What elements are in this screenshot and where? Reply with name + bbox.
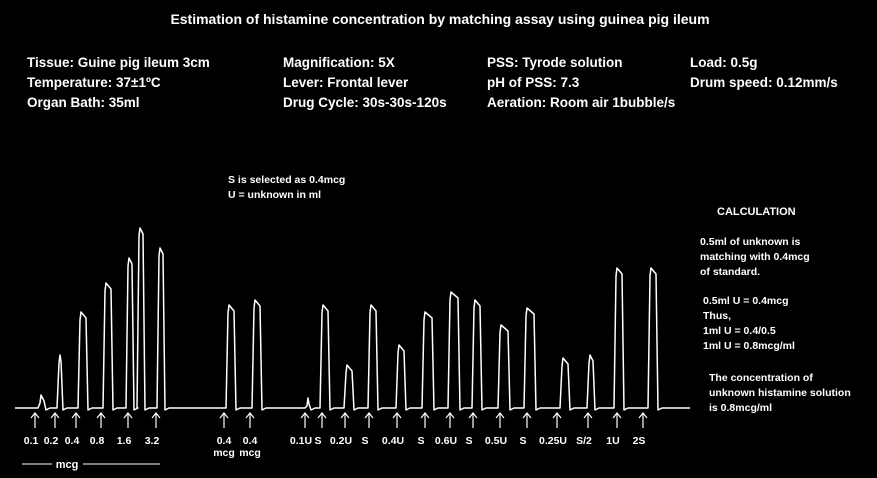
dose-label: S <box>417 435 424 447</box>
calculation-line: matching with 0.4mcg <box>700 251 810 263</box>
calculation-line: is 0.8mcg/ml <box>709 402 772 414</box>
group-label: mcg <box>56 459 79 471</box>
dose-label: 2S <box>633 435 646 447</box>
calculation-title: CALCULATION <box>717 206 796 218</box>
dose-label: mcg <box>213 447 235 459</box>
dose-label: 1.6 <box>117 435 132 447</box>
recording-page: Estimation of histamine concentration by… <box>0 0 877 478</box>
parameter: Tissue: Guine pig ileum 3cm <box>27 55 210 70</box>
calculation-line: Thus, <box>703 310 731 322</box>
dose-label: 1U <box>606 435 619 447</box>
calculation-line: 1ml U = 0.4/0.5 <box>703 325 776 337</box>
title: Estimation of histamine concentration by… <box>170 11 709 27</box>
dose-label: 0.4 <box>65 435 80 447</box>
calculation-line: unknown histamine solution <box>709 387 851 399</box>
dose-label: 0.5U <box>485 435 507 447</box>
dose-label: 0.1 <box>24 435 39 447</box>
dose-label: 0.4 <box>217 435 232 447</box>
calculation-line: 0.5ml of unknown is <box>700 236 801 248</box>
dose-label: 0.8 <box>90 435 105 447</box>
dose-label: S <box>465 435 472 447</box>
calculation-line: 1ml U = 0.8mcg/ml <box>703 340 795 352</box>
dose-label: 0.4U <box>382 435 404 447</box>
note-line: S is selected as 0.4mcg <box>228 174 345 186</box>
parameter: Aeration: Room air 1bubble/s <box>487 95 675 110</box>
dose-label: S/2 <box>576 435 592 447</box>
dose-label: 0.1U <box>290 435 312 447</box>
dose-label: 0.2 <box>44 435 59 447</box>
dose-label: 0.4 <box>243 435 258 447</box>
parameter: Lever: Frontal lever <box>283 75 409 90</box>
dose-label: S <box>519 435 526 447</box>
dose-label: S <box>314 435 321 447</box>
dose-label: 0.2U <box>330 435 352 447</box>
note-line: U = unknown in ml <box>228 189 321 201</box>
dose-label: mcg <box>239 447 261 459</box>
parameter: Magnification: 5X <box>283 55 395 70</box>
calculation-line: The concentration of <box>709 372 813 384</box>
parameter: Drum speed: 0.12mm/s <box>690 75 838 90</box>
dose-label: 0.25U <box>539 435 567 447</box>
calculation-line: 0.5ml U = 0.4mcg <box>703 295 789 307</box>
parameter: PSS: Tyrode solution <box>487 55 623 70</box>
parameter: Organ Bath: 35ml <box>27 95 140 110</box>
parameter: Drug Cycle: 30s-30s-120s <box>283 95 447 110</box>
parameter: Temperature: 37±1ºC <box>27 75 161 90</box>
dose-label: 0.6U <box>435 435 457 447</box>
calculation-line: of standard. <box>700 266 760 278</box>
dose-label: S <box>361 435 368 447</box>
parameter: pH of PSS: 7.3 <box>487 75 580 90</box>
parameter: Load: 0.5g <box>690 55 758 70</box>
dose-label: 3.2 <box>145 435 160 447</box>
